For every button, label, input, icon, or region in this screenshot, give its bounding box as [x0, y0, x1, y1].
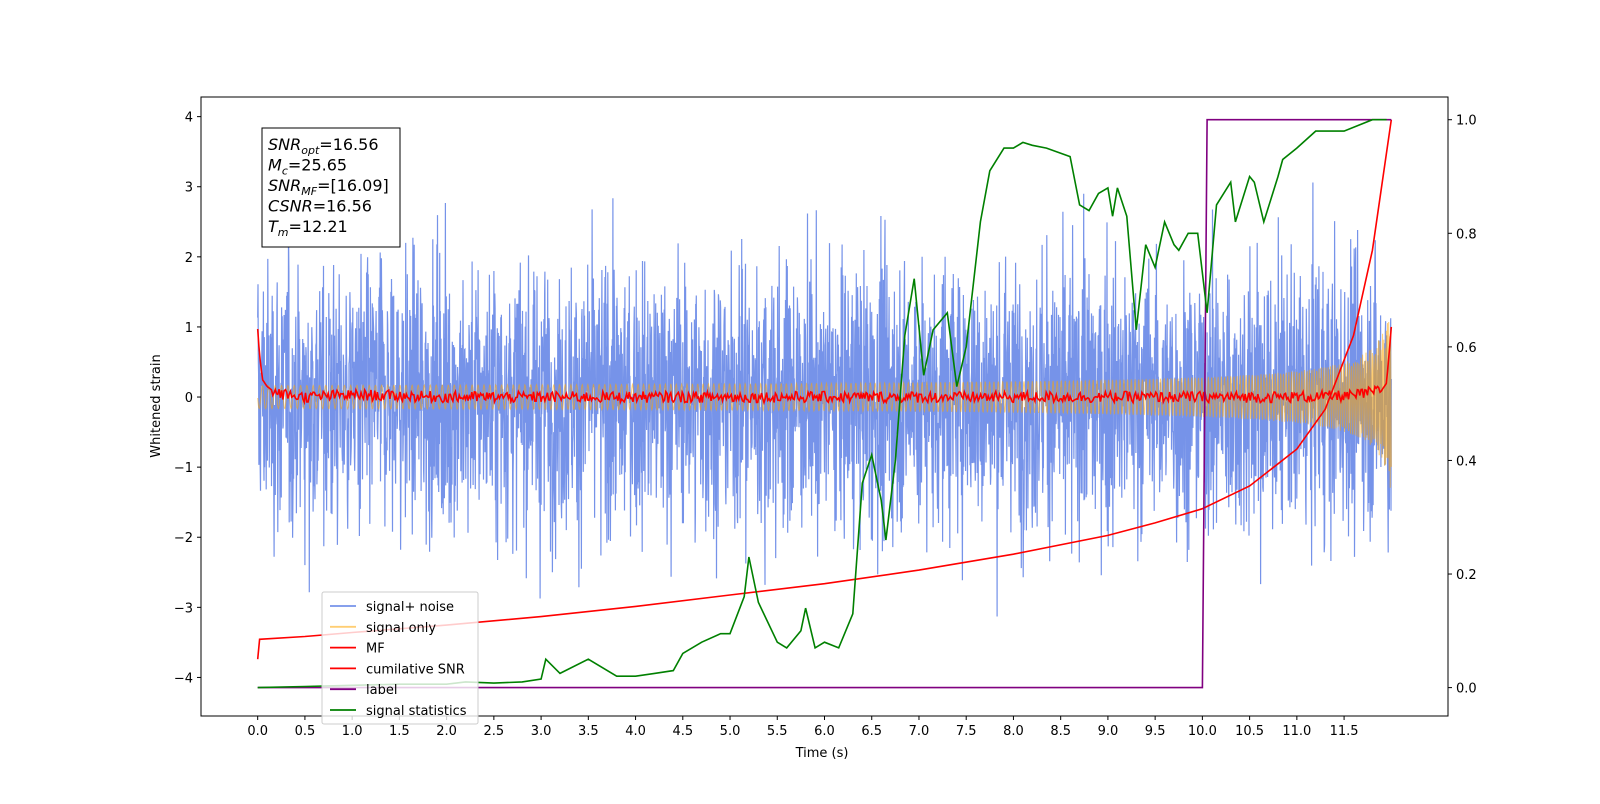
x-tick-label: 1.5: [389, 724, 410, 739]
y-tick-label: −3: [174, 601, 193, 616]
annotation-line: CSNR=16.56: [268, 197, 372, 216]
series-signal-statistics: [257, 118, 1387, 689]
x-tick-label: 11.0: [1282, 724, 1311, 739]
x-tick-label: 5.0: [720, 724, 741, 739]
y2-tick-label: 1.0: [1456, 114, 1477, 129]
annotation-symbol: SNR: [268, 176, 301, 195]
legend-label-mf: MF: [366, 642, 385, 657]
annotation-symbol: M: [268, 156, 282, 175]
annotation-subscript: MF: [301, 185, 317, 198]
legend-label-cumilative-snr: cumilative SNR: [366, 662, 465, 677]
x-tick-label: 10.5: [1235, 724, 1264, 739]
x-tick-label: 6.0: [814, 724, 835, 739]
annotation-value: =25.65: [288, 156, 347, 175]
y2-tick-label: 0.2: [1456, 568, 1477, 583]
x-tick-label: 6.5: [861, 724, 882, 739]
series-label: [257, 118, 1392, 689]
annotation-subscript: c: [282, 165, 288, 178]
annotation-line: Mc=25.65: [268, 156, 347, 178]
x-tick-label: 2.5: [484, 724, 505, 739]
annotation-line: SNRMF=[16.09]: [268, 176, 389, 198]
legend-frame: [321, 591, 479, 725]
x-tick-label: 3.0: [531, 724, 552, 739]
annotation-subscript: m: [278, 226, 289, 239]
y-tick-label: −1: [174, 461, 193, 476]
y-axis-label: Whitened strain: [149, 354, 164, 457]
y-tick-label: 1: [185, 321, 193, 336]
x-tick-label: 7.5: [956, 724, 977, 739]
y2-tick-label: 0.0: [1456, 682, 1477, 697]
legend-label-signal-noise: signal+ noise: [366, 600, 454, 615]
y-tick-label: 0: [185, 391, 193, 406]
annotation-value: =[16.09]: [317, 176, 389, 195]
x-tick-label: 9.5: [1145, 724, 1166, 739]
y2-tick-label: 0.8: [1456, 227, 1477, 242]
annotation-symbol: CSNR: [268, 197, 313, 216]
legend-label-label: label: [366, 683, 397, 698]
legend-label-signal-only: signal only: [366, 621, 436, 636]
y-tick-label: 4: [185, 111, 193, 126]
x-tick-label: 7.0: [909, 724, 930, 739]
legend: signal+ noise signal only MF cumilative SNR…: [321, 591, 479, 725]
y-tick-label: 2: [185, 251, 193, 266]
annotation-value: =16.56: [319, 135, 378, 154]
y-tick-label: −4: [174, 671, 193, 686]
x-tick-label: 0.0: [247, 724, 268, 739]
x-tick-label: 10.0: [1188, 724, 1217, 739]
x-tick-label: 4.5: [672, 724, 693, 739]
x-tick-label: 4.0: [625, 724, 646, 739]
annotation-symbol: T: [268, 217, 279, 236]
x-tick-label: 5.5: [767, 724, 788, 739]
annotation-value: =12.21: [289, 217, 348, 236]
legend-label-signal-statistics: signal statistics: [366, 704, 467, 719]
stats-annotation-box: SNRopt=16.56Mc=25.65SNRMF=[16.09]CSNR=16…: [261, 127, 401, 248]
annotation-line: SNRopt=16.56: [268, 135, 379, 157]
y-tick-label: 3: [185, 181, 193, 196]
annotation-symbol: SNR: [268, 135, 301, 154]
x-tick-label: 9.0: [1098, 724, 1119, 739]
y-tick-label: −2: [174, 531, 193, 546]
annotation-frame: [261, 127, 401, 248]
x-tick-label: 3.5: [578, 724, 599, 739]
x-tick-label: 2.0: [436, 724, 457, 739]
annotation-line: Tm=12.21: [268, 217, 348, 239]
x-tick-label: 8.5: [1050, 724, 1071, 739]
x-tick-label: 1.0: [342, 724, 363, 739]
x-tick-label: 8.0: [1003, 724, 1024, 739]
x-axis-label: Time (s): [795, 746, 849, 761]
annotation-subscript: opt: [301, 144, 320, 157]
annotation-value: =16.56: [313, 197, 372, 216]
x-tick-label: 0.5: [295, 724, 316, 739]
x-tick-label: 11.5: [1330, 724, 1359, 739]
y2-tick-label: 0.6: [1456, 341, 1477, 356]
series-mf: [256, 326, 1393, 406]
y2-tick-label: 0.4: [1456, 454, 1477, 469]
